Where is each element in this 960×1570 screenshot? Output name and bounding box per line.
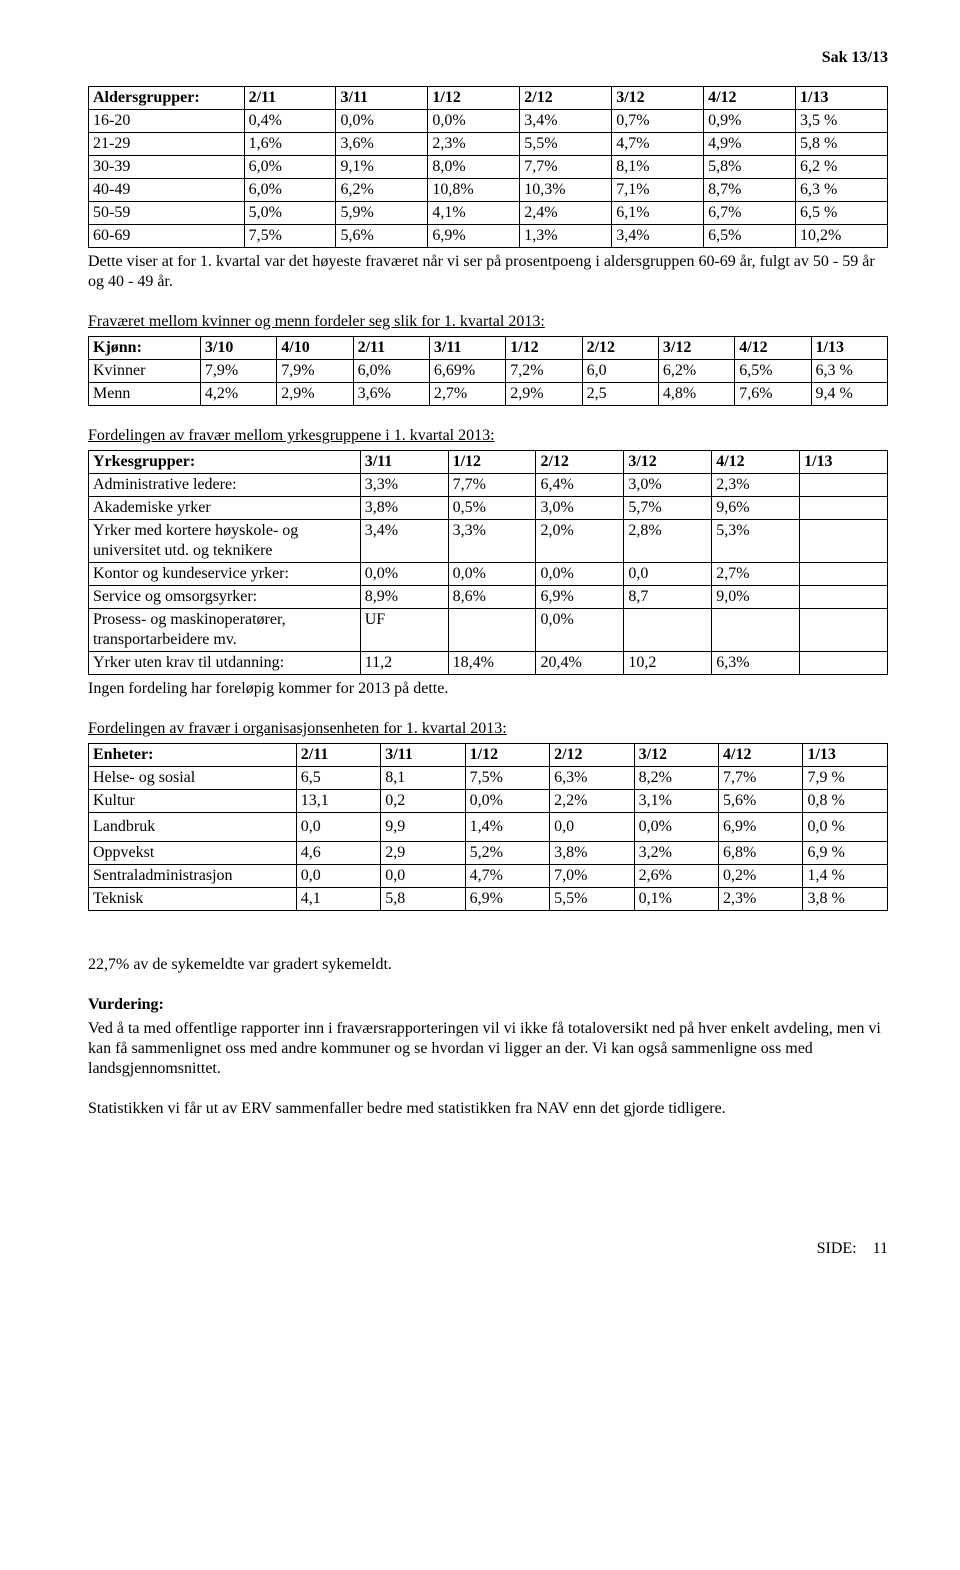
th: 1/13 [796,87,888,110]
page-footer: SIDE: 11 [88,1239,888,1259]
table-row: 40-496,0%6,2%10,8%10,3%7,1%8,7%6,3 % [89,179,888,202]
page-header: Sak 13/13 [88,48,888,68]
table-header-row: Aldersgrupper: 2/11 3/11 1/12 2/12 3/12 … [89,87,888,110]
table-row: Menn4,2%2,9%3,6%2,7%2,9%2,54,8%7,6%9,4 % [89,383,888,406]
table-row: Sentraladministrasjon0,00,04,7%7,0%2,6%0… [89,865,888,888]
table-aldersgrupper: Aldersgrupper: 2/11 3/11 1/12 2/12 3/12 … [88,86,888,248]
paragraph: Dette viser at for 1. kvartal var det hø… [88,252,888,292]
table-row: 60-697,5%5,6%6,9%1,3%3,4%6,5%10,2% [89,225,888,248]
table-row: Teknisk4,15,86,9%5,5%0,1%2,3%3,8 % [89,888,888,911]
table-row: Akademiske yrker3,8%0,5%3,0%5,7%9,6% [89,497,888,520]
table-kjonn: Kjønn: 3/10 4/10 2/11 3/11 1/12 2/12 3/1… [88,336,888,406]
table-yrkesgrupper: Yrkesgrupper: 3/11 1/12 2/12 3/12 4/12 1… [88,450,888,675]
th: 2/11 [244,87,336,110]
table-row: 30-396,0%9,1%8,0%7,7%8,1%5,8%6,2 % [89,156,888,179]
table-row: Administrative ledere:3,3%7,7%6,4%3,0%2,… [89,474,888,497]
vurdering-p2: Statistikken vi får ut av ERV sammenfall… [88,1099,888,1119]
table-row: 16-200,4%0,0%0,0%3,4%0,7%0,9%3,5 % [89,110,888,133]
side-label: SIDE: [817,1240,857,1257]
intro-enheter: Fordelingen av fravær i organisasjonsenh… [88,719,888,739]
table-row: Kontor og kundeservice yrker:0,0%0,0%0,0… [89,563,888,586]
table-row: Landbruk0,09,91,4%0,00,0%6,9%0,0 % [89,813,888,842]
table-header-row: Yrkesgrupper: 3/11 1/12 2/12 3/12 4/12 1… [89,451,888,474]
table-row: 21-291,6%3,6%2,3%5,5%4,7%4,9%5,8 % [89,133,888,156]
table-header-row: Enheter: 2/11 3/11 1/12 2/12 3/12 4/12 1… [89,744,888,767]
table-row: Oppvekst4,62,95,2%3,8%3,2%6,8%6,9 % [89,842,888,865]
th: 2/12 [520,87,612,110]
table-row: Helse- og sosial6,58,17,5%6,3%8,2%7,7%7,… [89,767,888,790]
gradert-text: 22,7% av de sykemeldte var gradert sykem… [88,955,888,975]
table-row: Yrker med kortere høyskole- og universit… [89,520,888,563]
table-enheter: Enheter: 2/11 3/11 1/12 2/12 3/12 4/12 1… [88,743,888,911]
table-row: Prosess- og maskinoperatører, transporta… [89,609,888,652]
table-row: 50-595,0%5,9%4,1%2,4%6,1%6,7%6,5 % [89,202,888,225]
table-row: Service og omsorgsyrker:8,9%8,6%6,9%8,79… [89,586,888,609]
table-header-row: Kjønn: 3/10 4/10 2/11 3/11 1/12 2/12 3/1… [89,337,888,360]
th: 4/12 [704,87,796,110]
table-row: Kvinner7,9%7,9%6,0%6,69%7,2%6,06,2%6,5%6… [89,360,888,383]
page-number: 11 [873,1240,888,1257]
vurdering-heading: Vurdering: [88,995,888,1015]
th: 3/11 [336,87,428,110]
vurdering-p1: Ved å ta med offentlige rapporter inn i … [88,1019,888,1079]
sak-number: Sak 13/13 [822,49,888,66]
th: 3/12 [612,87,704,110]
table-row: Kultur13,10,20,0%2,2%3,1%5,6%0,8 % [89,790,888,813]
th: 1/12 [428,87,520,110]
intro-kjonn: Fraværet mellom kvinner og menn fordeler… [88,312,888,332]
paragraph: Ingen fordeling har foreløpig kommer for… [88,679,888,699]
th: Aldersgrupper: [89,87,245,110]
intro-yrkesgrupper: Fordelingen av fravær mellom yrkesgruppe… [88,426,888,446]
table-row: Yrker uten krav til utdanning:11,218,4%2… [89,652,888,675]
